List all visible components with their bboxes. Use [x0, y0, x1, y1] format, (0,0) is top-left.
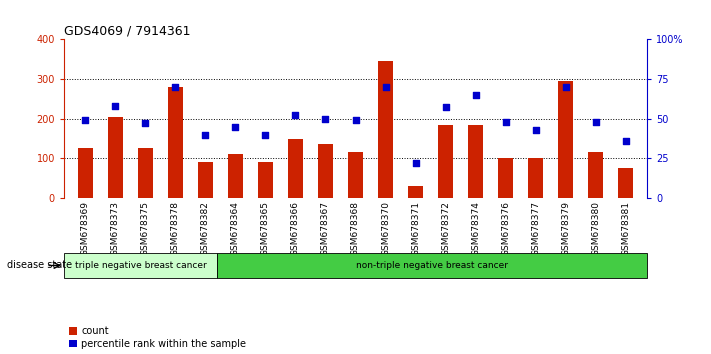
Point: [440, 105, 451, 110]
Point: [289, 113, 301, 118]
Point: [320, 116, 331, 121]
Point: [80, 118, 91, 123]
Bar: [528, 159, 543, 198]
Text: non-triple negative breast cancer: non-triple negative breast cancer: [356, 261, 508, 270]
Bar: [138, 148, 153, 198]
Point: [500, 119, 511, 125]
Bar: [107, 116, 122, 198]
Bar: [408, 186, 423, 198]
Text: triple negative breast cancer: triple negative breast cancer: [75, 261, 207, 270]
Point: [200, 132, 211, 137]
Bar: [258, 162, 273, 198]
Legend: count, percentile rank within the sample: count, percentile rank within the sample: [69, 326, 247, 349]
Bar: [288, 138, 303, 198]
Bar: [589, 153, 604, 198]
Point: [590, 119, 602, 125]
Point: [169, 84, 181, 90]
Text: GDS4069 / 7914361: GDS4069 / 7914361: [64, 25, 191, 38]
Point: [470, 92, 481, 98]
Point: [230, 124, 241, 130]
Text: disease state: disease state: [7, 261, 73, 270]
Point: [560, 84, 572, 90]
Point: [109, 103, 121, 109]
Point: [380, 84, 391, 90]
Point: [260, 132, 271, 137]
Bar: [168, 87, 183, 198]
Bar: [619, 169, 634, 198]
Point: [620, 138, 631, 144]
Bar: [198, 162, 213, 198]
Bar: [558, 81, 573, 198]
Point: [530, 127, 542, 133]
Bar: [228, 154, 242, 198]
Bar: [438, 125, 453, 198]
Bar: [469, 125, 483, 198]
Bar: [378, 61, 393, 198]
Bar: [77, 148, 92, 198]
Point: [139, 120, 151, 126]
Point: [350, 118, 361, 123]
Point: [410, 160, 422, 166]
Bar: [318, 144, 333, 198]
Bar: [348, 153, 363, 198]
Bar: [498, 159, 513, 198]
